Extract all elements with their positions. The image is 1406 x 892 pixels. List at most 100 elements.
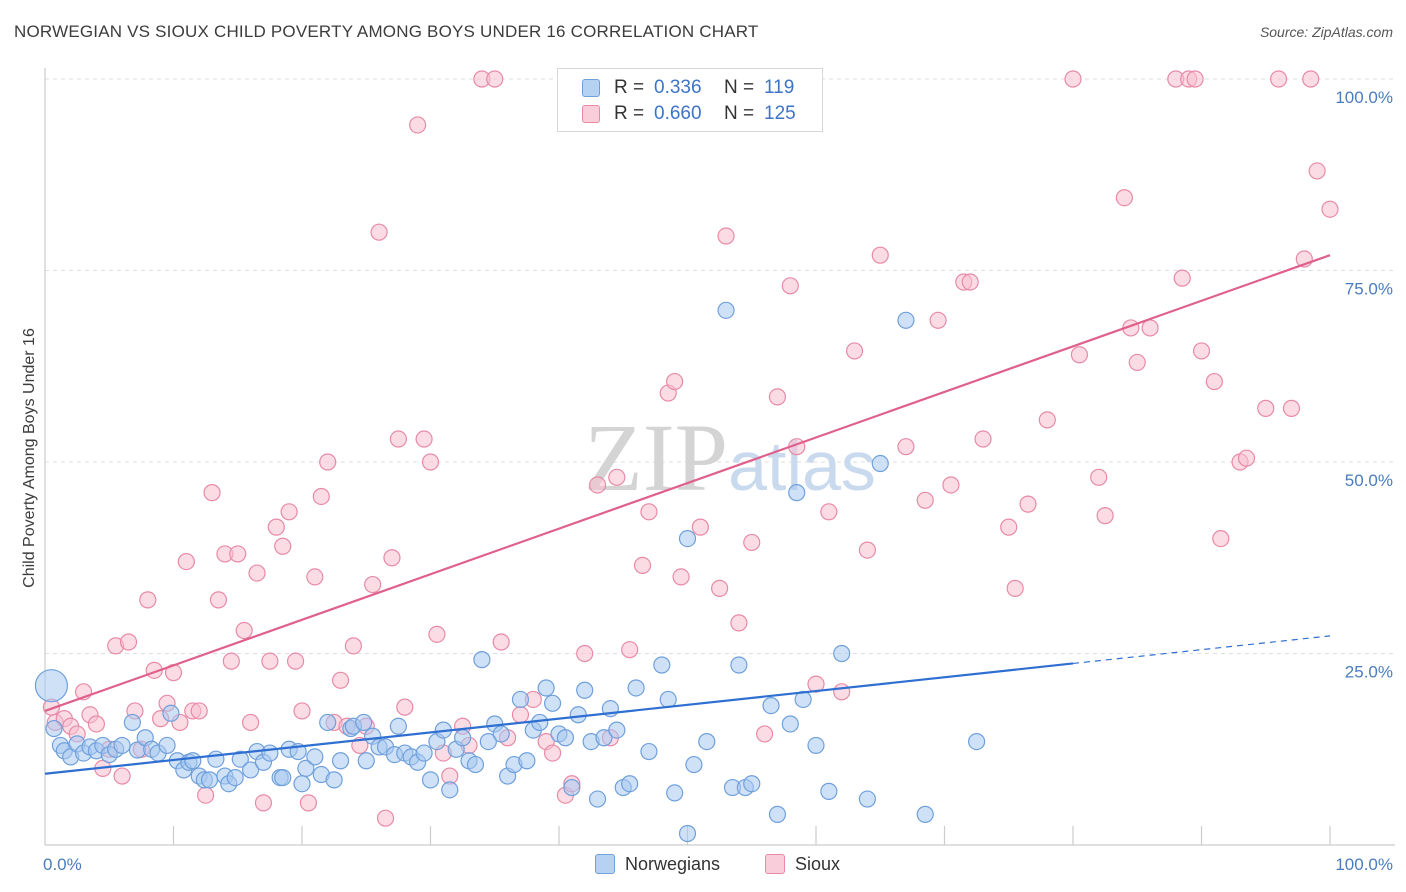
norwegian-point [357, 752, 375, 770]
sioux-point [229, 545, 247, 563]
sioux-point [293, 702, 311, 720]
norwegian-point [563, 778, 581, 797]
sioux-point [543, 744, 562, 762]
sioux-point [1205, 372, 1223, 391]
sioux-point [781, 277, 799, 295]
trend-lines [44, 254, 1331, 775]
legend-n-value: 125 [764, 103, 796, 124]
sioux-point [280, 503, 298, 521]
norwegian-point [717, 301, 735, 319]
y-tick-label: 50.0% [1345, 471, 1393, 490]
norwegian-point [595, 729, 613, 747]
norwegian-point [184, 752, 202, 770]
norwegian-point [833, 644, 851, 663]
sioux-point [511, 706, 530, 724]
norwegian-point [858, 790, 877, 808]
sioux-point [421, 453, 440, 471]
sioux-point [929, 311, 947, 329]
sioux-point [1115, 189, 1134, 207]
sioux-point [383, 549, 401, 567]
sioux-point [640, 503, 658, 521]
sioux-point [633, 556, 652, 575]
norwegian-point [768, 805, 787, 823]
legend-r-label: R = [614, 103, 645, 124]
sioux-point [1308, 162, 1326, 180]
sioux-point [1141, 319, 1159, 337]
trend-line-norwegians-extension [1072, 635, 1331, 665]
norwegian-point [762, 696, 780, 715]
sioux-point [486, 70, 504, 88]
sioux-point [730, 614, 748, 632]
norwegian-point [226, 768, 244, 787]
sioux-point [1038, 411, 1056, 429]
legend-row-norwegians: R = 0.336 N = 119 [582, 75, 794, 101]
norwegian-point [325, 771, 343, 789]
sioux-point [235, 621, 253, 640]
legend-n-label: N = [724, 77, 755, 98]
series-norwegians [34, 301, 986, 843]
norwegian-point [34, 669, 69, 703]
bottom-legend-norwegians: Norwegians [595, 852, 720, 876]
sioux-point [389, 430, 407, 448]
norwegian-point [113, 736, 131, 755]
sioux-point [203, 484, 221, 502]
sioux-point [608, 468, 626, 486]
norwegian-point [537, 679, 555, 697]
sioux-point [1000, 518, 1018, 536]
norwegian-point [820, 782, 838, 800]
chart-source: Source: ZipAtlas.com [1259, 24, 1393, 40]
sioux-point [1212, 529, 1230, 548]
norwegian-point [421, 771, 440, 789]
sioux-point [755, 725, 774, 743]
norwegian-point [685, 755, 703, 774]
norwegian-point [389, 717, 407, 735]
sioux-point [254, 794, 273, 812]
bottom-legend-sioux: Sioux [765, 852, 840, 876]
norwegian-point [200, 771, 219, 789]
sioux-point [1237, 449, 1256, 467]
norwegian-point [274, 768, 292, 787]
sioux-point [1257, 399, 1275, 417]
sioux-point [274, 537, 292, 555]
sioux-point [1269, 70, 1288, 88]
sioux-point [190, 702, 208, 720]
legend-n-value: 119 [764, 77, 795, 98]
sioux-point [113, 767, 131, 785]
y-axis-title: Child Poverty Among Boys Under 16 [21, 328, 38, 588]
norwegian-point [730, 656, 748, 674]
sioux-point [820, 503, 838, 521]
sioux-point [139, 591, 157, 609]
norwegian-point [807, 736, 825, 755]
chart-title: NORWEGIAN VS SIOUX CHILD POVERTY AMONG B… [14, 22, 759, 41]
norwegian-point [871, 454, 889, 473]
sioux-point [1321, 200, 1339, 218]
sioux-point [492, 633, 510, 651]
norwegian-point [331, 752, 350, 770]
sioux-point [621, 641, 639, 659]
norwegian-point [621, 775, 639, 793]
sioux-point [845, 342, 864, 360]
x-tick-label: 100.0% [1335, 855, 1393, 874]
legend-r-value: 0.336 [654, 77, 702, 98]
sioux-point [961, 273, 979, 291]
norwegian-point [158, 736, 176, 755]
sioux-point [306, 568, 324, 586]
norwegian-point [627, 679, 645, 697]
sioux-point [1006, 579, 1024, 597]
sioux-point [743, 533, 761, 552]
sioux-point [248, 564, 266, 582]
series-sioux [42, 70, 1339, 827]
legend-row-sioux: R = 0.660 N = 125 [582, 101, 796, 127]
norwegian-point [897, 311, 915, 329]
norwegian-point [319, 713, 337, 732]
legend-n-label: N = [724, 103, 755, 124]
correlation-legend: R = 0.336 N = 119 R = 0.660 N = 125 [557, 68, 823, 132]
norwegian-point [207, 750, 225, 768]
norwegian-point [454, 729, 472, 747]
sioux-point [1096, 507, 1114, 525]
sioux-point [261, 652, 279, 670]
sioux-point [222, 652, 240, 670]
norwegian-point [678, 824, 697, 843]
sioux-point [428, 625, 446, 643]
sioux-point [711, 579, 729, 597]
